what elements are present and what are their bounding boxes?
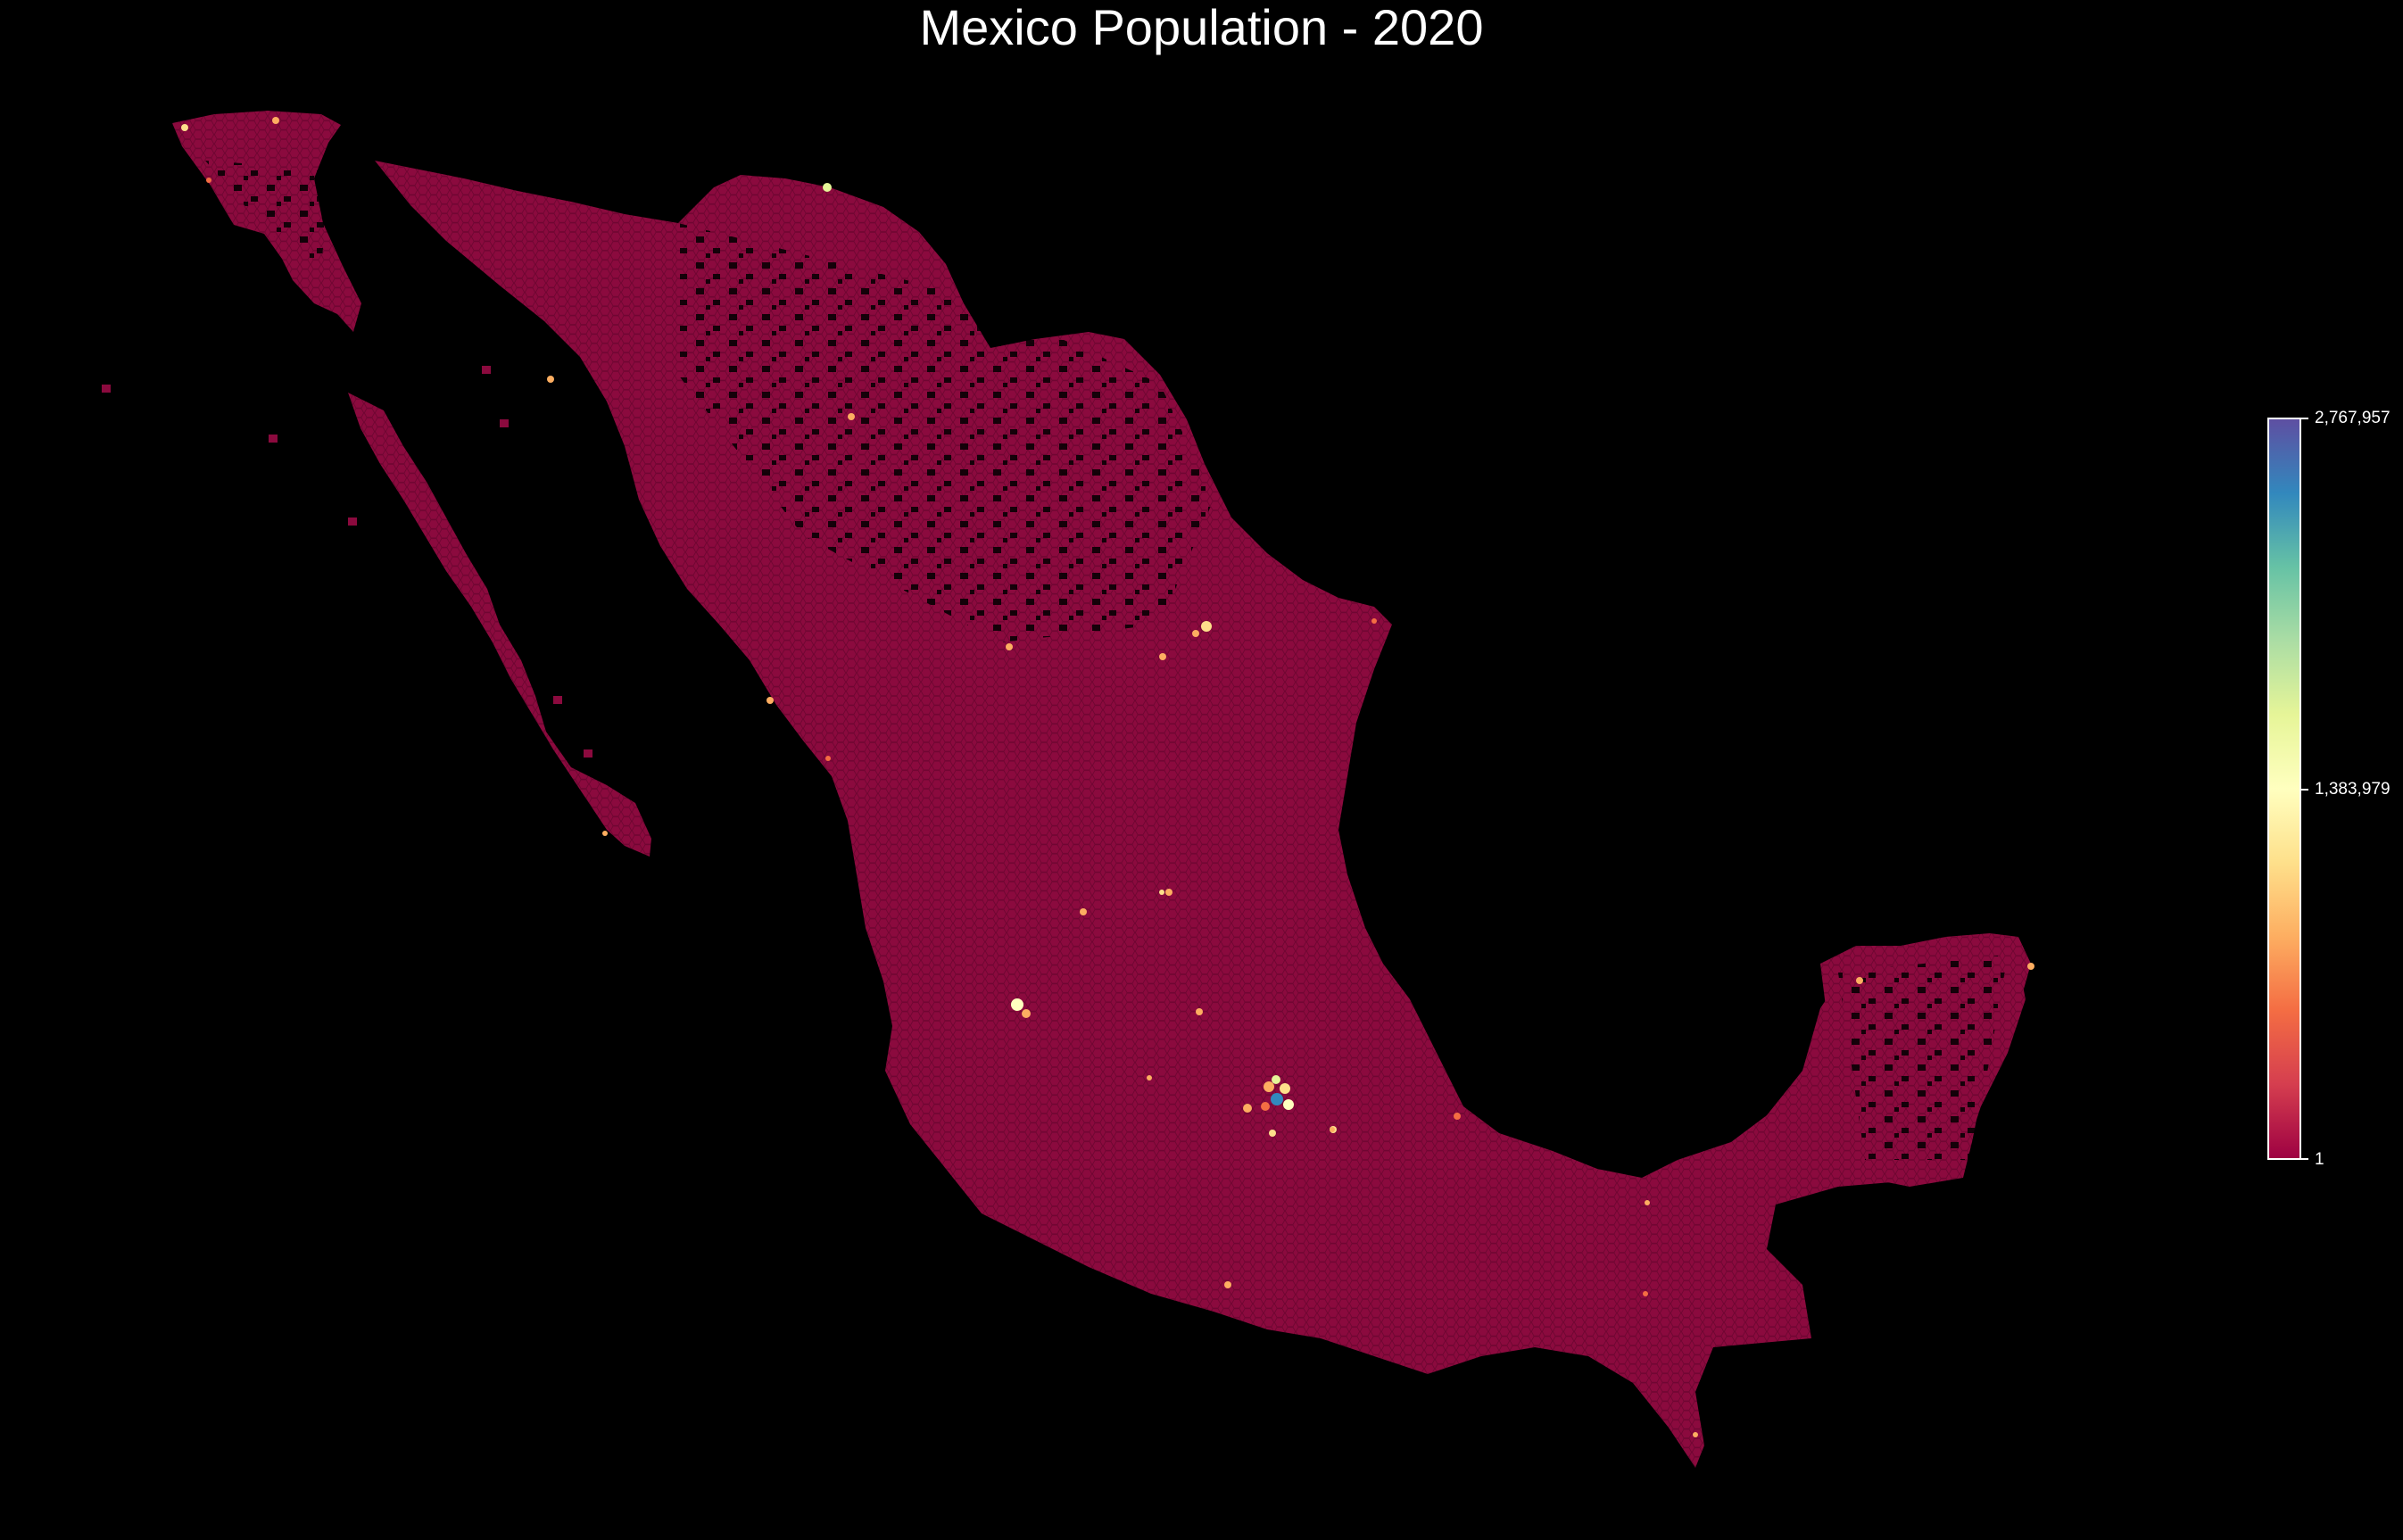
hotspot-saltillo <box>1159 653 1166 660</box>
hotspot-ciudad-juarez <box>823 183 832 192</box>
scattered-hex-cells <box>102 366 592 758</box>
sparse-population-gaps <box>205 161 2008 1160</box>
hotspot-mexico-city-ring <box>1264 1081 1274 1092</box>
baja-california-region <box>172 111 651 857</box>
hotspot-tuxtla <box>1643 1291 1648 1296</box>
hotspot-tampico <box>1371 618 1377 624</box>
hotspot-tapachula <box>1693 1432 1698 1437</box>
hotspot-queretaro <box>1196 1008 1203 1015</box>
hotspot-torreon <box>1006 643 1013 650</box>
colorbar-label-max: 2,767,957 <box>2315 409 2391 427</box>
hotspot-chihuahua <box>848 413 855 420</box>
population-hotspots <box>181 117 2034 1437</box>
hotspot-mexico-city-core <box>1271 1093 1283 1105</box>
hotspot-mexico-city-ring <box>1269 1130 1276 1137</box>
colorbar-tick-min <box>2301 1158 2308 1160</box>
hotspot-veracruz <box>1454 1113 1461 1120</box>
colorbar <box>2267 418 2301 1160</box>
hotspot-mazatlan <box>825 756 831 761</box>
colorbar-tick-max <box>2301 418 2308 419</box>
hotspot-mexico-city-ring <box>1283 1099 1294 1110</box>
hotspot-mexico-city-ring <box>1243 1104 1252 1113</box>
hotspot-la-paz <box>602 831 608 836</box>
hotspot-san-luis-potosi <box>1159 890 1164 895</box>
hotspot-villahermosa <box>1645 1200 1650 1205</box>
hotspot-monterrey-ring <box>1192 630 1199 637</box>
hotspot-hermosillo <box>547 376 554 383</box>
hotspot-puebla <box>1330 1127 1335 1132</box>
hotspot-mexico-city-ring <box>1280 1083 1290 1094</box>
colorbar-tick-mid <box>2301 789 2308 791</box>
hotspot-culiacan <box>766 697 774 704</box>
hotspot-tijuana <box>181 124 188 131</box>
colorbar-label-mid: 1,383,979 <box>2315 780 2391 799</box>
hotspot-leon <box>1165 889 1172 896</box>
hotspot-aguascalientes <box>1080 908 1087 915</box>
hotspot-mexicali <box>272 117 279 124</box>
hotspot-cancun <box>2027 963 2034 970</box>
hotspot-mexico-city-ring <box>1272 1075 1280 1084</box>
hotspot-morelia <box>1147 1075 1152 1080</box>
map-title: Mexico Population - 2020 <box>919 0 1484 55</box>
hotspot-acapulco <box>1224 1281 1231 1288</box>
colorbar-label-min: 1 <box>2315 1150 2324 1169</box>
hotspot-merida <box>1856 977 1863 984</box>
hotspot-monterrey <box>1201 621 1212 632</box>
hotspot-guadalajara-ring <box>1022 1009 1031 1018</box>
hotspot-guadalajara <box>1011 998 1023 1011</box>
hotspot-ensenada <box>206 178 211 183</box>
hotspot-mexico-city-ring <box>1261 1102 1270 1111</box>
